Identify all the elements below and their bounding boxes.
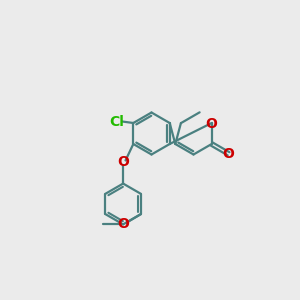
Text: O: O bbox=[117, 155, 129, 169]
Text: O: O bbox=[117, 218, 129, 231]
Text: Cl: Cl bbox=[110, 115, 124, 128]
Text: O: O bbox=[206, 117, 218, 130]
Text: O: O bbox=[223, 147, 235, 161]
